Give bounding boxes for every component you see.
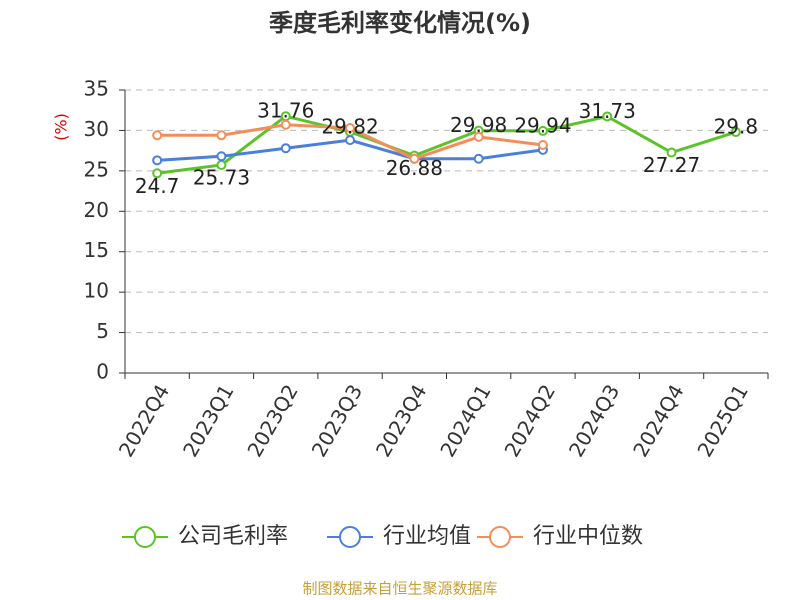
data-label: 29.8 <box>714 115 759 139</box>
x-tick-label: 2022Q4 <box>114 380 174 461</box>
x-tick-label: 2024Q2 <box>500 380 560 461</box>
point <box>280 119 291 130</box>
data-label: 26.88 <box>386 156 443 180</box>
source-note: 制图数据来自恒生聚源数据库 <box>302 580 497 598</box>
data-label: 31.76 <box>257 99 314 123</box>
legend-marker <box>339 526 361 548</box>
point <box>473 153 484 164</box>
legend-label: 行业中位数 <box>533 524 643 549</box>
point <box>345 123 356 134</box>
data-label: 29.94 <box>514 113 571 137</box>
legend-marker <box>489 526 511 548</box>
y-tick-label: 35 <box>84 77 109 101</box>
point <box>602 111 613 122</box>
point <box>537 125 548 136</box>
point <box>152 130 163 141</box>
y-tick-label: 0 <box>96 360 109 384</box>
point <box>152 168 163 179</box>
y-tick-label: 30 <box>84 117 109 141</box>
y-tick-label: 25 <box>84 157 109 181</box>
point <box>473 131 484 142</box>
point <box>280 143 291 154</box>
data-label: 27.27 <box>643 153 700 177</box>
data-label: 24.7 <box>135 174 180 198</box>
chart-title: 季度毛利率变化情况(%) <box>269 9 531 37</box>
y-axis-label: (%) <box>52 113 71 141</box>
y-tick-label: 5 <box>96 319 109 343</box>
point <box>216 151 227 162</box>
point <box>409 153 420 164</box>
data-label: 25.73 <box>193 165 250 189</box>
legend-label: 行业均值 <box>383 524 471 549</box>
point <box>730 127 741 138</box>
y-tick-label: 20 <box>84 198 109 222</box>
point <box>216 130 227 141</box>
x-tick-label: 2023Q3 <box>307 380 367 461</box>
x-tick-label: 2023Q4 <box>371 380 431 461</box>
series-line <box>156 114 737 175</box>
x-tick-label: 2025Q1 <box>692 380 752 461</box>
legend-label: 公司毛利率 <box>178 524 288 549</box>
y-tick-label: 10 <box>84 279 109 303</box>
data-label: 29.98 <box>450 113 507 137</box>
point <box>345 135 356 146</box>
x-tick-label: 2024Q4 <box>628 380 688 461</box>
point <box>666 147 677 158</box>
x-tick-label: 2023Q1 <box>178 380 238 461</box>
data-label: 29.82 <box>321 114 378 138</box>
point <box>537 139 548 150</box>
x-tick-label: 2024Q1 <box>435 380 495 461</box>
legend-marker <box>134 526 156 548</box>
x-tick-label: 2023Q2 <box>242 380 302 461</box>
y-tick-label: 15 <box>84 238 109 262</box>
x-tick-label: 2024Q3 <box>564 380 624 461</box>
point <box>152 155 163 166</box>
data-label: 31.73 <box>579 99 636 123</box>
